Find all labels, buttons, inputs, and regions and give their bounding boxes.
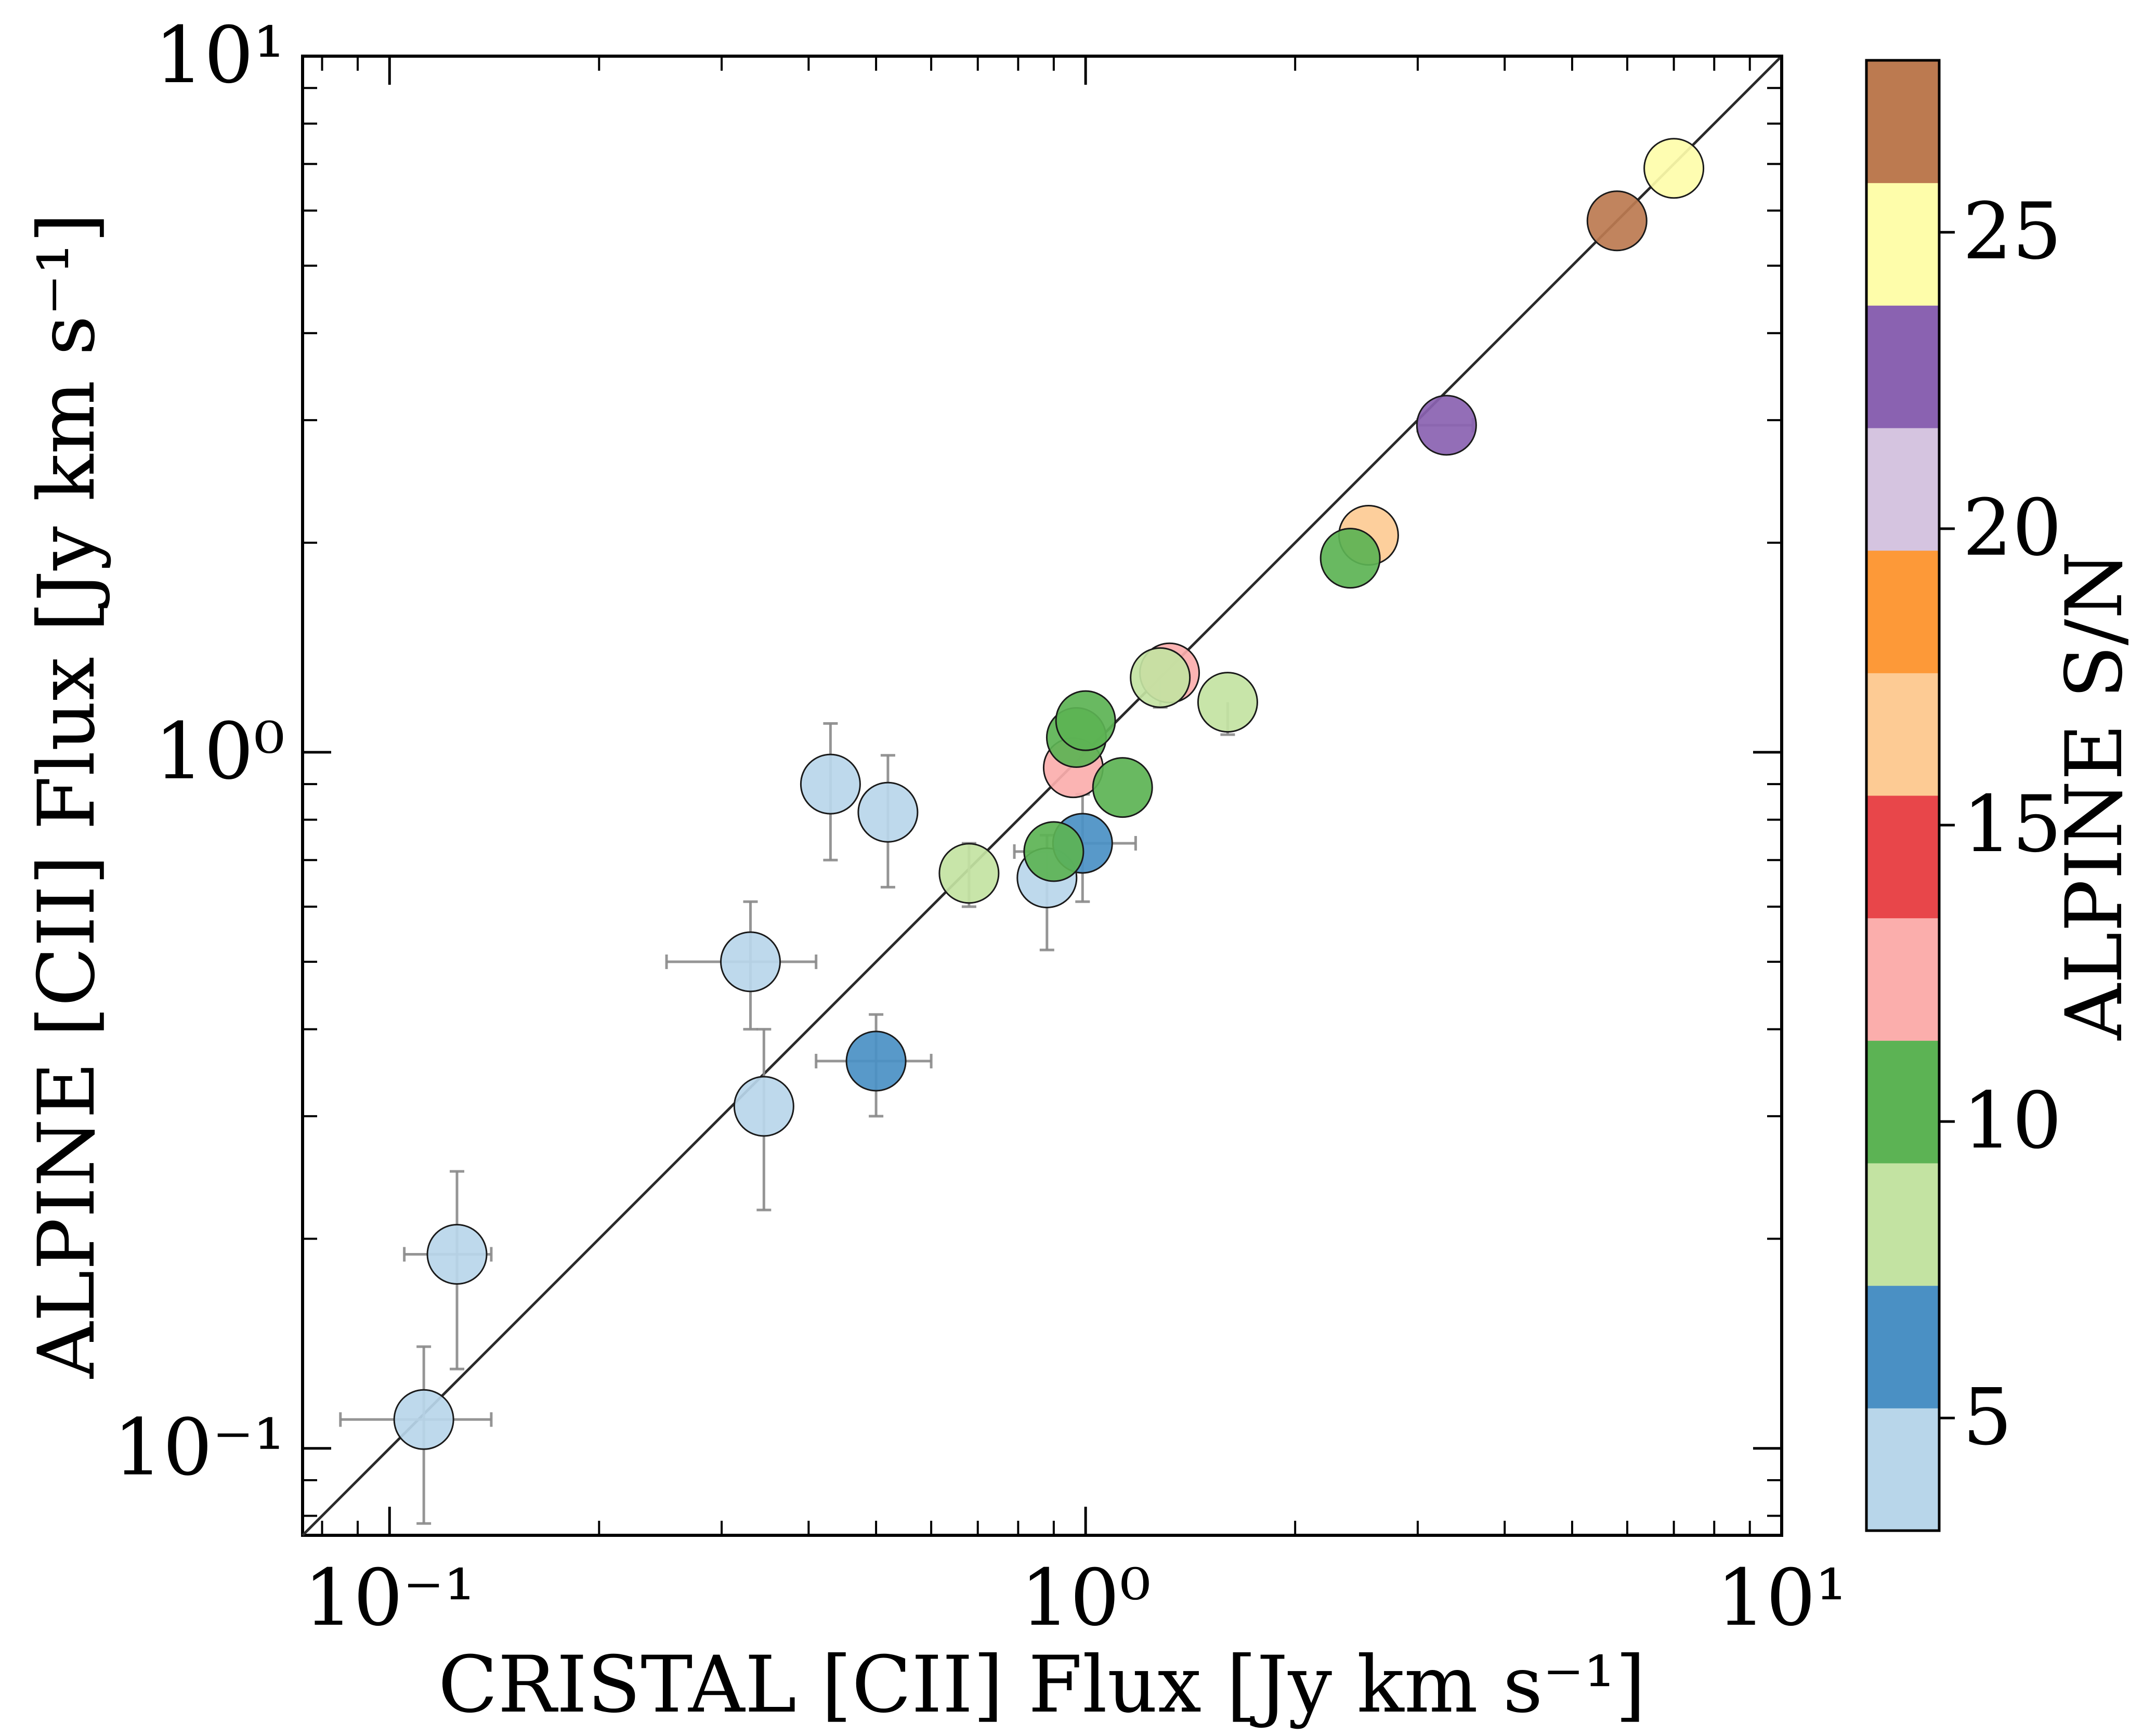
data-point xyxy=(938,843,1000,904)
x-tick-label: 10⁻¹ xyxy=(304,1553,475,1643)
data-points xyxy=(393,138,1705,1450)
colorbar-segment xyxy=(1866,1285,1939,1408)
colorbar-segment xyxy=(1866,1163,1939,1286)
colorbar-segment xyxy=(1866,795,1939,919)
data-point xyxy=(733,1076,794,1137)
colorbar: 5 10 15 20 25 ALPINE S/N xyxy=(1865,59,2140,1532)
colorbar-segment xyxy=(1866,1408,1939,1531)
colorbar-frame xyxy=(1865,59,1941,1532)
colorbar-ticks: 5 10 15 20 25 xyxy=(1939,187,2062,1463)
data-point xyxy=(1092,757,1153,818)
colorbar-segment xyxy=(1866,428,1939,551)
colorbar-segment xyxy=(1866,673,1939,796)
x-axis-label: CRISTAL [CII] Flux [Jy km s⁻¹] xyxy=(438,1640,1646,1730)
y-tick-label: 10⁻¹ xyxy=(113,1403,285,1493)
plot-area xyxy=(301,55,1783,1537)
y-axis-label: ALPINE [CII] Flux [Jy km s⁻¹] xyxy=(22,213,112,1379)
colorbar-tick-label: 25 xyxy=(1963,187,2062,277)
data-point xyxy=(1023,821,1084,882)
colorbar-segment xyxy=(1866,60,1939,184)
x-tick-label: 10⁰ xyxy=(1021,1553,1151,1643)
colorbar-segment xyxy=(1866,1040,1939,1164)
colorbar-tick-label: 20 xyxy=(1963,483,2062,573)
data-point xyxy=(1319,528,1381,589)
data-point xyxy=(1197,672,1258,733)
y-tick-labels: 10⁻¹ 10⁰ 10¹ xyxy=(113,10,285,1493)
data-point xyxy=(393,1389,454,1450)
colorbar-segment xyxy=(1866,305,1939,428)
x-tick-label: 10¹ xyxy=(1716,1553,1847,1643)
x-tick-labels: 10⁻¹ 10⁰ 10¹ xyxy=(304,1553,1847,1643)
colorbar-tick-label: 5 xyxy=(1963,1372,2012,1463)
data-point xyxy=(800,753,861,815)
data-point xyxy=(857,781,919,843)
colorbar-tick-label: 10 xyxy=(1963,1076,2062,1166)
colorbar-tick-label: 15 xyxy=(1963,779,2062,870)
data-point xyxy=(845,1030,907,1092)
colorbar-label: ALPINE S/N xyxy=(2049,551,2140,1040)
data-point xyxy=(426,1224,488,1285)
plot-frame xyxy=(301,55,1783,1537)
y-tick-label: 10⁰ xyxy=(154,707,285,797)
x-major-ticks xyxy=(388,56,1783,1535)
y-minor-ticks xyxy=(303,87,1782,1517)
data-point xyxy=(1130,647,1191,708)
x-minor-ticks xyxy=(321,56,1751,1535)
data-point xyxy=(1055,690,1116,751)
data-point xyxy=(1416,395,1477,456)
y-major-ticks xyxy=(303,55,1782,1450)
data-point xyxy=(1586,190,1648,252)
data-point xyxy=(1643,138,1705,199)
colorbar-segment xyxy=(1866,550,1939,673)
colorbar-segment xyxy=(1866,182,1939,306)
colorbar-segment xyxy=(1866,918,1939,1041)
y-tick-label: 10¹ xyxy=(154,10,285,101)
one-to-one-line xyxy=(302,55,1783,1536)
data-point xyxy=(720,931,781,993)
colorbar-segments xyxy=(1866,60,1939,1531)
error-bars xyxy=(339,417,1474,1525)
